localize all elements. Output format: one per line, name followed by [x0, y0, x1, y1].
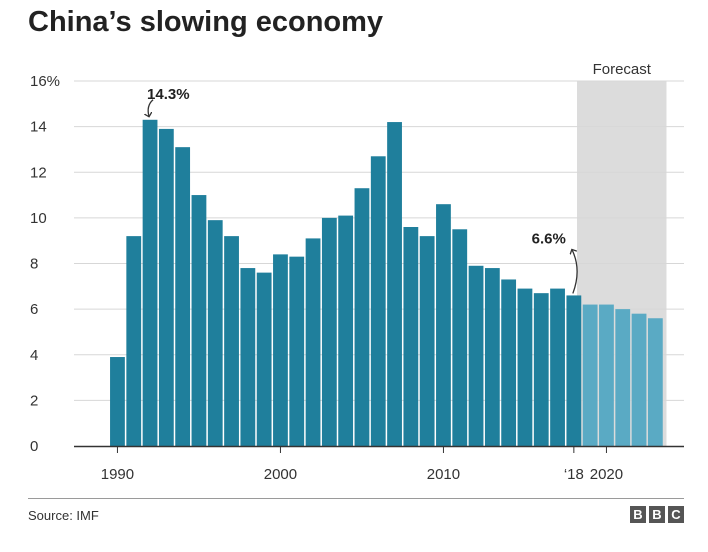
bar-actual — [354, 188, 370, 446]
bbc-logo-letter: B — [649, 506, 665, 523]
bar-forecast — [615, 309, 631, 446]
bar-actual — [566, 295, 582, 446]
y-tick-label: 6 — [30, 301, 38, 318]
bbc-logo-letter: C — [668, 506, 684, 523]
y-tick-labels: 0 2 4 6 8 10 12 14 16% — [30, 73, 60, 455]
forecast-label: Forecast — [593, 61, 652, 78]
bar-actual — [533, 293, 549, 446]
bar-actual — [175, 147, 191, 446]
bar-actual — [207, 220, 223, 446]
bar-actual — [224, 236, 239, 446]
annotation-label: 6.6% — [532, 230, 566, 247]
y-tick-label: 12 — [30, 164, 47, 181]
y-tick-label: 10 — [30, 210, 47, 227]
bar-forecast — [582, 304, 598, 446]
bar-actual — [517, 288, 533, 446]
bar-actual — [436, 204, 451, 446]
bar-actual — [240, 268, 256, 446]
annotation-label: 14.3% — [147, 86, 190, 103]
bar-actual — [142, 119, 158, 446]
bar-actual — [370, 156, 386, 446]
bbc-logo: B B C — [630, 506, 684, 523]
source-note: Source: IMF — [28, 508, 99, 523]
x-tick-labels: 1990 2000 2010 ‘18 2020 — [101, 466, 623, 483]
y-tick-label: 0 — [30, 438, 38, 455]
annotations-layer: 14.3% 6.6% — [147, 86, 578, 294]
bar-actual — [419, 236, 435, 446]
chart-title: China’s slowing economy — [28, 6, 384, 38]
y-tick-label: 2 — [30, 392, 38, 409]
footer-divider — [28, 498, 684, 499]
bar-actual — [452, 229, 468, 446]
bar-forecast — [647, 318, 663, 446]
x-tick-label: 2000 — [264, 466, 297, 483]
bar-actual — [110, 357, 125, 446]
bar-forecast — [599, 304, 614, 446]
annotation-arrow — [148, 99, 154, 117]
bars-layer — [110, 119, 663, 446]
bar-actual — [273, 254, 288, 446]
x-tick-label: 2020 — [590, 466, 623, 483]
bar-actual — [191, 195, 207, 446]
bar-actual — [501, 279, 517, 446]
bar-actual — [126, 236, 142, 446]
bbc-logo-letter: B — [630, 506, 646, 523]
y-tick-label: 14 — [30, 119, 47, 136]
bar-actual — [256, 272, 272, 446]
x-axis-layer — [74, 445, 684, 453]
bar-actual — [289, 256, 305, 446]
x-tick-label: 2010 — [427, 466, 460, 483]
bar-actual — [338, 215, 354, 446]
bar-forecast — [631, 313, 647, 446]
y-tick-label: 4 — [30, 347, 38, 364]
x-tick-label: ‘18 — [564, 466, 584, 483]
bar-actual — [484, 268, 500, 446]
bar-actual — [305, 238, 321, 446]
y-tick-label: 16% — [30, 73, 60, 90]
bar-actual — [158, 128, 174, 446]
bar-actual — [403, 227, 419, 446]
x-tick-label: 1990 — [101, 466, 134, 483]
bar-actual — [550, 288, 565, 446]
y-tick-label: 8 — [30, 256, 38, 273]
bar-actual — [321, 217, 337, 446]
bar-actual — [387, 122, 402, 446]
annotation-arrow — [572, 249, 578, 294]
bar-actual — [468, 265, 484, 446]
